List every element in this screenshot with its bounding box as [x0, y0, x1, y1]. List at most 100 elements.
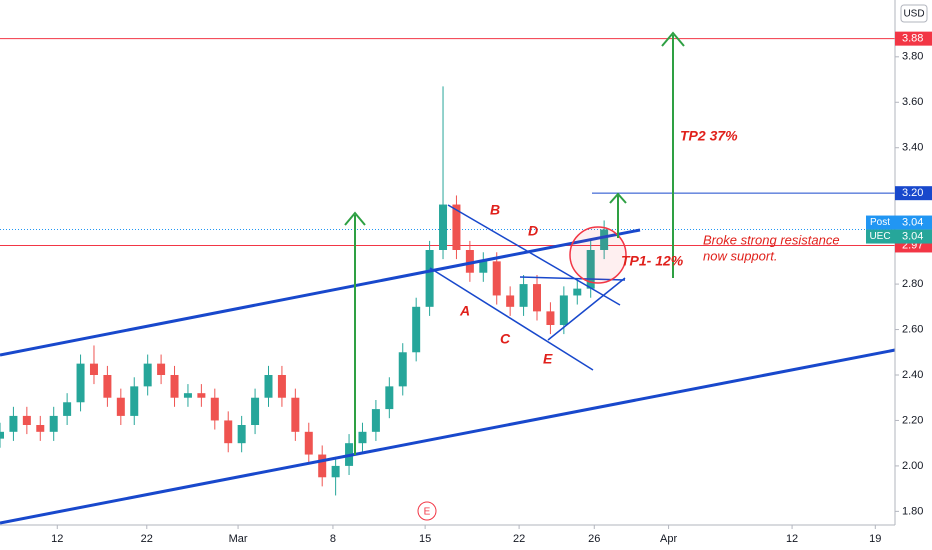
price-tag	[895, 31, 932, 46]
candle-body	[143, 363, 152, 387]
currency-box[interactable]	[900, 4, 928, 23]
candle-body	[371, 409, 380, 432]
candle-body	[465, 250, 474, 273]
candle-body	[0, 431, 4, 439]
price-tag-label: 3.88	[902, 33, 923, 45]
x-tick-label: 8	[330, 533, 336, 545]
y-tick-label: 3.40	[902, 142, 923, 154]
event-marker[interactable]	[417, 501, 437, 521]
price-tag-label: 3.04	[902, 216, 923, 228]
candle-body	[479, 261, 488, 273]
wedge-line	[519, 276, 626, 281]
candle-body	[197, 393, 206, 398]
arrow	[609, 192, 627, 238]
annotation: Broke strong resistance	[703, 232, 840, 247]
y-tick-label: 2.40	[902, 369, 923, 381]
candle-body	[600, 229, 609, 250]
price-tag-label: 3.20	[902, 187, 923, 199]
wedge-line	[547, 277, 626, 341]
price-tag-label: 3.04	[902, 230, 923, 242]
candle-body	[412, 306, 421, 353]
candle-body	[130, 386, 139, 416]
x-tick-label: 12	[786, 533, 798, 545]
price-tag	[895, 215, 932, 230]
highlight-circle	[569, 226, 627, 284]
candle-body	[210, 397, 219, 421]
price-axis	[895, 0, 932, 550]
price-tag	[895, 229, 932, 244]
x-tick-label: Mar	[229, 533, 248, 545]
candle-body	[116, 397, 125, 416]
candle-body	[331, 465, 340, 478]
currency: USD	[903, 9, 924, 20]
candle-body	[358, 431, 367, 444]
wave-label: C	[500, 331, 511, 347]
tag-name: UEC	[869, 231, 890, 242]
candle-body	[318, 454, 327, 478]
y-tick-label: 2.60	[902, 323, 923, 335]
drawings: TP2 37% TP1- 12% Broke strong resistance…	[0, 31, 896, 525]
candle-body	[237, 425, 246, 444]
candle-body	[264, 375, 273, 398]
candle-body	[49, 415, 58, 432]
wave-label: E	[543, 351, 553, 367]
y-tick-label: 3.60	[902, 96, 923, 108]
wedge-line	[429, 267, 594, 371]
x-tick-label: 19	[869, 533, 881, 545]
tag-name-box	[866, 215, 895, 230]
candle-body	[452, 204, 461, 250]
annotation: TP1- 12%	[621, 253, 684, 269]
candle-body	[559, 295, 568, 325]
annotation: now support.	[703, 248, 777, 263]
candle-body	[533, 284, 541, 312]
y-tick-label: 1.80	[902, 505, 923, 517]
candle-body	[36, 425, 45, 432]
wave-label: B	[490, 202, 500, 218]
candle-body	[385, 386, 394, 410]
candle-body	[89, 363, 98, 375]
candle-body	[277, 375, 286, 398]
x-tick-label: 15	[419, 533, 431, 545]
candle-body	[425, 250, 434, 307]
tag-name-box	[866, 229, 895, 244]
wave-label: A	[459, 303, 470, 319]
candle-body	[586, 250, 595, 289]
price-tag	[895, 186, 932, 201]
x-tick-label: 26	[588, 533, 600, 545]
candle-body	[304, 431, 313, 455]
candle-body	[291, 397, 300, 432]
candle-body	[439, 204, 448, 250]
y-tick-label: 2.20	[902, 414, 923, 426]
axes: 1.802.002.202.402.602.803.003.203.403.60…	[51, 31, 932, 545]
x-tick-label: Apr	[660, 533, 677, 545]
wedge-line	[447, 204, 621, 306]
x-tick-label: 22	[513, 533, 525, 545]
candle-body	[9, 415, 18, 432]
candle-body	[22, 415, 31, 425]
candle-body	[398, 352, 407, 387]
levels	[0, 38, 895, 246]
x-tick-label: 12	[51, 533, 63, 545]
candle-body	[103, 375, 112, 398]
arrow	[661, 31, 685, 278]
y-tick-label: 3.80	[902, 51, 923, 63]
event-label: E	[424, 507, 431, 518]
candle-body	[170, 375, 179, 398]
candle-body	[546, 311, 555, 325]
candle-body	[492, 261, 501, 296]
x-tick-label: 22	[141, 533, 153, 545]
candle-body	[573, 288, 582, 296]
y-tick-label: 2.00	[902, 460, 923, 472]
candle-body	[63, 402, 72, 416]
channel-upper	[0, 228, 641, 357]
tag-name: Post	[870, 217, 890, 228]
candle-body	[519, 284, 528, 307]
channel-lower	[0, 348, 896, 525]
wave-label: D	[528, 223, 538, 239]
candle-body	[183, 393, 192, 398]
candle-body	[251, 397, 260, 425]
candles	[0, 86, 609, 496]
candle-body	[76, 363, 85, 403]
